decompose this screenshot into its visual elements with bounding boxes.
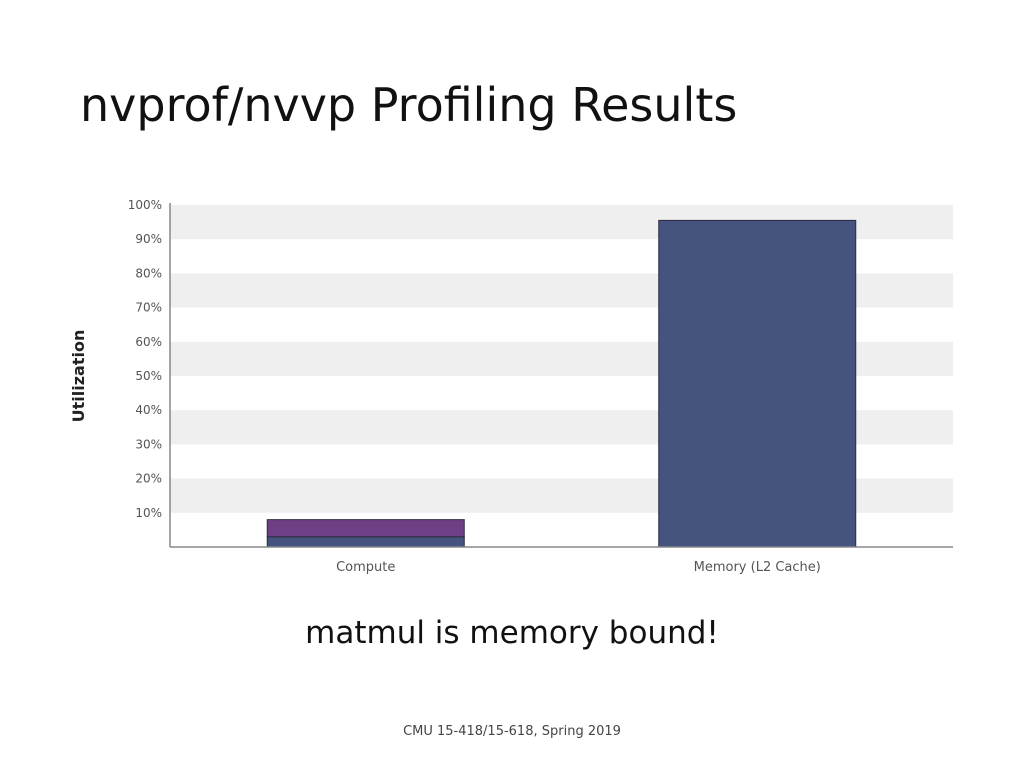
utilization-bar-chart: 10% 20% 30% 40% 50% 60% 70% 80% 90% 100% Utilizati… bbox=[69, 198, 953, 575]
y-tick-label: 30% bbox=[135, 437, 162, 451]
bar bbox=[266, 519, 465, 538]
y-tick-label: 60% bbox=[135, 335, 162, 349]
y-tick-label: 10% bbox=[135, 506, 162, 520]
slide-title: nvprof/nvvp Profiling Results bbox=[80, 78, 738, 132]
slide-footer: CMU 15-418/15-618, Spring 2019 bbox=[403, 724, 621, 739]
x-category-label: Memory (L2 Cache) bbox=[694, 560, 821, 575]
y-axis-label: Utilization bbox=[69, 330, 88, 423]
y-tick-label: 80% bbox=[135, 266, 162, 280]
y-tick-label: 90% bbox=[135, 232, 162, 246]
y-tick-label: 40% bbox=[135, 403, 162, 417]
y-tick-label: 50% bbox=[135, 369, 162, 383]
y-tick-label: 20% bbox=[135, 472, 162, 486]
bar bbox=[658, 219, 857, 548]
bar bbox=[266, 536, 465, 548]
x-category-label: Compute bbox=[336, 560, 395, 575]
y-tick-label: 100% bbox=[128, 198, 162, 212]
y-tick-label: 70% bbox=[135, 301, 162, 315]
slide-caption: matmul is memory bound! bbox=[305, 615, 719, 651]
